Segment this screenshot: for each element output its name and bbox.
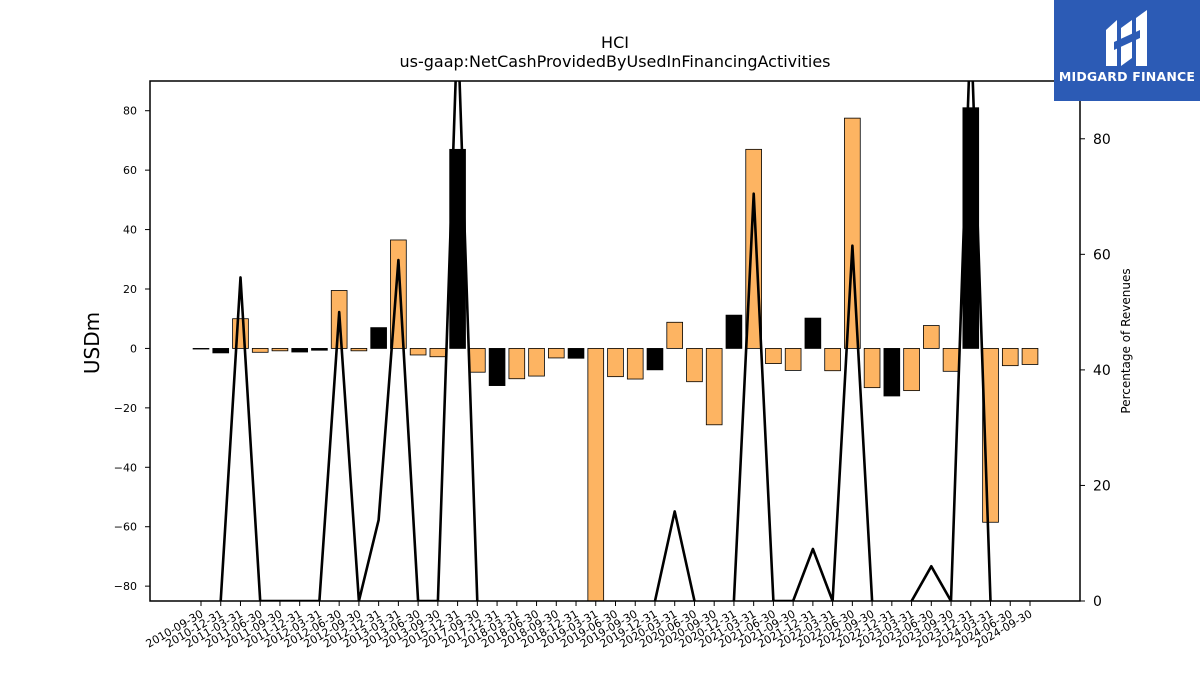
bar-2022-12-31: [883, 348, 901, 397]
y-tick-label: 40: [123, 224, 137, 237]
bar-2010-09-30: [192, 348, 210, 350]
bar-2021-06-30: [765, 348, 782, 364]
bar-2017-12-31: [488, 348, 506, 386]
chart-title: HCI: [601, 33, 629, 52]
bar-2013-06-30: [409, 348, 427, 356]
bar-2021-12-31: [804, 317, 822, 349]
bar-2019-06-30: [607, 348, 624, 378]
bar-2023-09-30: [942, 348, 960, 372]
bar-2018-12-31: [567, 348, 585, 359]
y-axis-label: USDm: [80, 312, 104, 374]
bar-2023-06-30: [923, 325, 940, 349]
bar-2020-06-30: [686, 348, 703, 383]
chart-subtitle: us-gaap:NetCashProvidedByUsedInFinancing…: [399, 52, 831, 71]
bar-2011-12-31: [291, 348, 308, 353]
y-tick-label: −80: [114, 580, 137, 593]
bar-2020-09-30: [705, 348, 723, 426]
y-tick-label: 60: [123, 164, 137, 177]
y2-tick-label: 80: [1093, 132, 1111, 148]
percentage-line-segment-0: [219, 81, 479, 601]
y-tick-label: −40: [114, 461, 137, 474]
bar-2022-06-30: [844, 117, 861, 349]
y2-tick-label: 60: [1093, 247, 1111, 263]
bar-2020-12-31: [725, 314, 743, 349]
y-tick-label: 80: [123, 105, 137, 118]
plot-frame: [149, 80, 1081, 602]
bar-2018-03-31: [508, 348, 526, 380]
bar-2011-09-30: [271, 348, 289, 352]
percentage-line-segment-3: [910, 81, 992, 601]
bar-2019-09-30: [626, 348, 644, 380]
bar-2022-09-30: [863, 348, 881, 389]
percentage-line-segment-2: [732, 192, 874, 601]
bar-2012-03-31: [311, 348, 328, 351]
bar-2019-03-31: [587, 348, 605, 601]
bar-2024-06-30: [1001, 348, 1019, 367]
y-tick-label: 20: [123, 283, 137, 296]
bar-2018-06-30: [528, 348, 545, 377]
bar-2021-09-30: [784, 348, 802, 371]
bar-2023-03-31: [903, 348, 920, 392]
bar-2011-03-31: [232, 318, 249, 349]
y2-tick-label: 40: [1093, 363, 1111, 379]
y-tick-label: −60: [114, 521, 137, 534]
bar-2011-06-30: [251, 348, 269, 353]
y-tick-label: 0: [130, 342, 137, 355]
midgard-logo-icon: [1106, 10, 1147, 66]
plot-area: [192, 81, 1039, 601]
y2-tick-label: 0: [1093, 594, 1102, 610]
bar-2018-09-30: [547, 348, 565, 359]
midgard-finance-logo: MIDGARD FINANCE: [1054, 0, 1200, 101]
bar-2023-12-31: [962, 107, 980, 349]
bar-2022-03-31: [824, 348, 841, 372]
bar-2012-12-31: [370, 327, 387, 349]
bar-2012-09-30: [350, 348, 368, 352]
logo-text: MIDGARD FINANCE: [1058, 69, 1196, 84]
bar-2024-09-30: [1021, 348, 1039, 365]
bar-2019-12-31: [646, 348, 664, 371]
bar-2010-12-31: [212, 348, 230, 354]
bar-2017-09-30: [469, 348, 486, 373]
percentage-line-segment-1: [653, 510, 696, 601]
y-tick-label: −20: [114, 402, 137, 415]
y2-tick-label: 20: [1093, 478, 1111, 494]
bar-2013-09-30: [429, 348, 447, 358]
bar-2020-03-31: [666, 321, 684, 349]
y2-axis-label: Percentage of Revenues: [1119, 268, 1133, 413]
